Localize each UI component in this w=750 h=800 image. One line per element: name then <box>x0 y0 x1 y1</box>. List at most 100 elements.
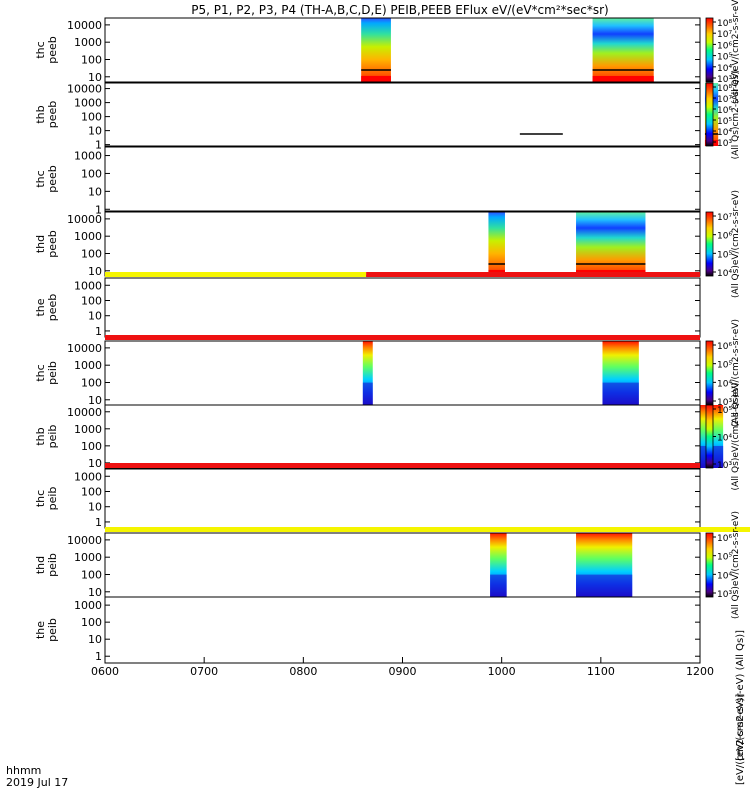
y-tick-label: 1 <box>95 516 102 529</box>
y-tick-label: 10 <box>88 394 102 407</box>
panel-label: thc <box>34 41 47 58</box>
colorbar-tick-label: 10⁴ <box>717 571 732 581</box>
colorbar-label: (All Qs)eV/(cm2-s-sr-eV) <box>731 190 741 298</box>
panel-7: 10 100 1000 10000 thb peib 10³ 10⁴ 10⁵(All Qs)eV… <box>34 383 741 491</box>
panel-label: peeb <box>46 294 59 322</box>
colorbar-tick-label: 10³ <box>717 139 732 149</box>
y-tick-label: 1000 <box>74 97 102 110</box>
spectrogram-low-energy <box>576 574 633 597</box>
panel-label: peeb <box>46 165 59 193</box>
y-tick-label: 100 <box>81 53 102 66</box>
panel-label: thb <box>34 427 47 445</box>
status-bar-segment <box>105 527 750 532</box>
colorbar-tick-label: 10⁴ <box>717 434 732 444</box>
panel-3: 1 10 100 1000 thc peeb <box>34 146 701 216</box>
panel-label: peeb <box>46 36 59 64</box>
panel-frame <box>104 17 701 83</box>
y-tick-label: 1000 <box>74 599 102 612</box>
panel-label: peeb <box>46 230 59 258</box>
y-tick-label: 100 <box>81 247 102 260</box>
y-tick-label: 100 <box>81 568 102 581</box>
colorbar-label: (All Qs)eV/(cm2-s-sr-eV) <box>731 0 741 104</box>
panel-frame <box>104 277 701 338</box>
colorbar-tick-label: 10⁷ <box>717 213 732 223</box>
panel-label: the <box>34 621 47 639</box>
status-bar-segment <box>105 272 367 277</box>
cuts-colorbar-label-upper: [eV/(cm2-s-sr-eV) (All Qs)] <box>735 630 746 761</box>
colorbar-tick-label: 10⁴ <box>717 128 732 138</box>
spectrogram-block <box>361 18 391 82</box>
colorbar-tick-label: 10⁵ <box>717 250 732 260</box>
colorbar-label: (All Qs)eV/(cm2-s-sr-eV) <box>731 319 741 427</box>
y-tick-label: 1000 <box>74 423 102 436</box>
y-tick-label: 1000 <box>74 551 102 564</box>
panel-6: 10 100 1000 10000 thc peib 10³ 10⁴ 10⁵ 10⁶(All Qs… <box>34 319 741 427</box>
panel-frame <box>104 468 701 529</box>
y-tick-label: 100 <box>81 111 102 124</box>
panel-label: peib <box>46 487 59 511</box>
y-tick-label: 10000 <box>67 83 102 96</box>
panel-label: thc <box>34 490 47 507</box>
x-tick-label: 0700 <box>190 665 218 678</box>
y-tick-label: 1000 <box>74 359 102 372</box>
panel-label: thd <box>34 235 47 253</box>
panel-10: 1 10 100 1000 the peib <box>34 596 701 664</box>
y-tick-label: 100 <box>81 376 102 389</box>
colorbar-tick-label: 10⁸ <box>717 19 732 29</box>
y-tick-label: 10 <box>88 501 102 514</box>
colorbar-tick-label: 10⁵ <box>717 553 732 563</box>
panel-label: peib <box>46 553 59 577</box>
panel-8: 1 10 100 1000 thc peib <box>34 463 701 529</box>
panel-label: thc <box>34 170 47 187</box>
colorbar-tick-label: 10³ <box>717 590 732 600</box>
spectrogram-low-energy <box>362 382 373 405</box>
colorbar-tick-label: 10⁶ <box>717 232 732 242</box>
colorbar-tick-label: 10³ <box>717 461 732 471</box>
panel-frame <box>104 596 701 664</box>
figure-title: P5, P1, P2, P3, P4 (TH-A,B,C,D,E) PEIB,P… <box>191 3 608 17</box>
panel-9: 10 100 1000 10000 thd peib 10³ 10⁴ 10⁵ 10⁶(All Qs… <box>34 511 750 619</box>
colorbar <box>705 82 714 147</box>
y-tick-label: 10 <box>88 586 102 599</box>
y-tick-label: 1000 <box>74 470 102 483</box>
y-tick-label: 10000 <box>67 213 102 226</box>
y-tick-label: 10 <box>88 457 102 470</box>
panel-label: peib <box>46 618 59 642</box>
colorbar <box>705 532 714 598</box>
colorbar-tick-label: 10⁵ <box>717 361 732 371</box>
y-tick-label: 10000 <box>67 342 102 355</box>
y-tick-label: 100 <box>81 616 102 629</box>
y-tick-label: 10 <box>88 71 102 84</box>
y-tick-label: 10 <box>88 125 102 138</box>
x-axis-label: hhmm <box>6 764 41 777</box>
panel-label: thb <box>34 105 47 123</box>
colorbar-tick-label: 10⁵ <box>717 406 732 416</box>
panel-frame <box>104 146 701 212</box>
panel-label: thd <box>34 556 47 574</box>
y-tick-label: 10 <box>88 265 102 278</box>
status-bar-segment <box>105 463 700 468</box>
colorbar <box>705 211 714 277</box>
spectrogram-block <box>488 212 505 276</box>
colorbar <box>705 404 714 469</box>
colorbar-tick-label: 10⁷ <box>717 95 732 105</box>
colorbar-tick-label: 10⁶ <box>717 342 732 352</box>
colorbar-label: (All Qs)cm2-s-sr-eV) <box>731 70 741 160</box>
y-tick-label: 1 <box>95 139 102 152</box>
y-tick-label: 100 <box>81 167 102 180</box>
x-tick-label: 0900 <box>389 665 417 678</box>
spectrogram-block <box>592 18 654 82</box>
spectrogram-floor <box>592 76 654 82</box>
y-tick-label: 10 <box>88 310 102 323</box>
x-axis-ticks: 0600 0700 0800 0900 1000 1100 1200 <box>91 657 714 678</box>
panel-frame <box>104 82 701 147</box>
x-tick-label: 0600 <box>91 665 119 678</box>
spectrogram-floor <box>361 76 391 82</box>
colorbar-tick-label: 10⁴ <box>717 64 732 74</box>
panel-frame <box>104 404 701 469</box>
colorbar-tick-label: 10³ <box>717 75 732 85</box>
colorbar-tick-label: 10⁴ <box>717 379 732 389</box>
